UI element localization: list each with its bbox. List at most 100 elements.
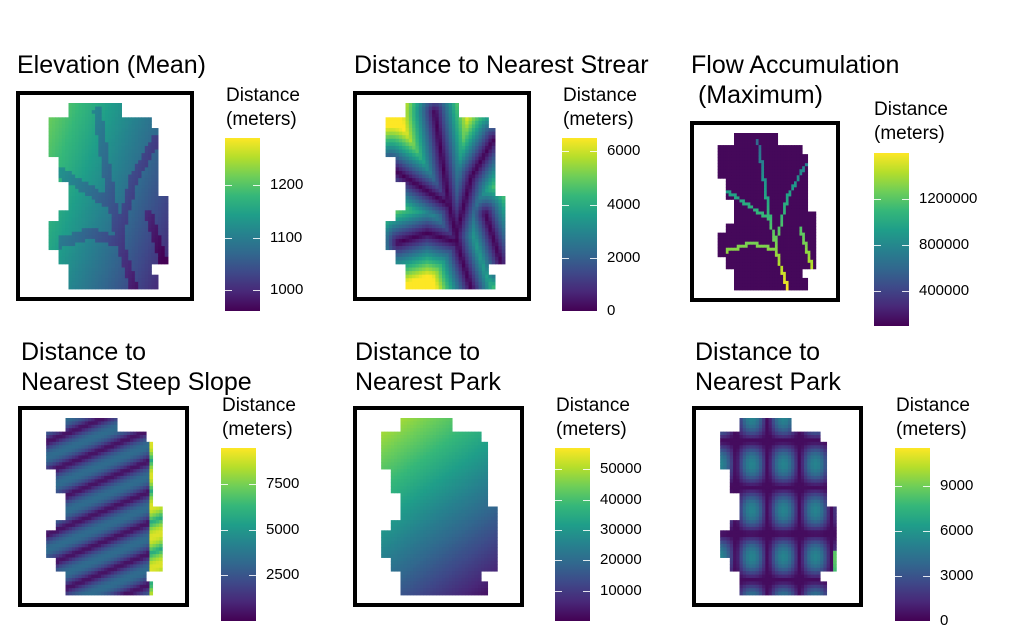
raster-cell	[455, 128, 459, 132]
raster-cell	[389, 232, 393, 236]
raster-cell	[729, 254, 732, 257]
raster-cell	[105, 271, 109, 275]
raster-cell	[742, 172, 745, 175]
raster-cell	[132, 171, 136, 175]
raster-cell	[805, 181, 808, 184]
raster-cell	[425, 200, 429, 204]
raster-cell	[62, 135, 66, 139]
raster-cell	[429, 221, 433, 225]
raster-cell	[88, 107, 92, 111]
raster-cell	[429, 203, 433, 207]
raster-cell	[449, 207, 453, 211]
raster-cell	[412, 142, 416, 146]
raster-cell	[748, 208, 751, 211]
raster-cell	[392, 246, 396, 250]
raster-cell	[151, 171, 155, 175]
raster-cell	[449, 203, 453, 207]
raster-cell	[399, 157, 403, 161]
raster-cell	[452, 278, 456, 282]
raster-cell	[128, 192, 132, 196]
raster-cell	[95, 167, 99, 171]
raster-cell	[78, 214, 82, 218]
raster-cell	[399, 228, 403, 232]
raster-cell	[85, 185, 89, 189]
raster-cell	[455, 217, 459, 221]
raster-cell	[122, 264, 126, 268]
raster-cell	[429, 117, 433, 121]
raster-cell	[422, 285, 426, 289]
raster-cell	[745, 133, 748, 136]
raster-cell	[791, 275, 794, 278]
raster-cell	[78, 232, 82, 236]
raster-cell	[488, 260, 492, 264]
raster-cell	[799, 157, 802, 160]
raster-cell	[115, 171, 119, 175]
raster-cell	[425, 253, 429, 257]
raster-cell	[439, 225, 443, 229]
raster-cell	[780, 199, 783, 202]
raster-cell	[49, 150, 53, 154]
raster-cell	[396, 171, 400, 175]
raster-cell	[69, 260, 73, 264]
raster-cell	[422, 128, 426, 132]
raster-cell	[472, 264, 476, 268]
raster-cell	[737, 205, 740, 208]
raster-cell	[498, 221, 502, 225]
raster-cell	[55, 225, 59, 229]
raster-cell	[469, 257, 473, 261]
raster-cell	[432, 200, 436, 204]
raster-cell	[479, 200, 483, 204]
raster-cell	[472, 200, 476, 204]
raster-cell	[767, 230, 770, 233]
raster-cell	[82, 103, 86, 107]
raster-cell	[59, 250, 63, 254]
raster-cell	[462, 210, 466, 214]
raster-cell	[459, 264, 463, 268]
raster-cell	[158, 250, 162, 254]
raster-cell	[161, 260, 165, 264]
raster-cell	[165, 260, 169, 264]
raster-cell	[138, 246, 142, 250]
raster-cell	[429, 246, 433, 250]
raster-cell	[399, 175, 403, 179]
raster-cell	[115, 185, 119, 189]
raster-cell	[399, 128, 403, 132]
raster-cell	[111, 438, 115, 442]
raster-cell	[750, 160, 753, 163]
raster-cell	[102, 135, 106, 139]
raster-cell	[415, 271, 419, 275]
raster-cell	[789, 151, 792, 154]
raster-cell	[775, 266, 778, 269]
raster-cell	[465, 271, 469, 275]
raster-cell	[445, 146, 449, 150]
raster-cell	[111, 442, 115, 446]
raster-cell	[761, 196, 764, 199]
raster-cell	[786, 260, 789, 263]
raster-cell	[802, 172, 805, 175]
raster-cell	[739, 160, 742, 163]
raster-cell	[745, 175, 748, 178]
raster-cell	[769, 166, 772, 169]
raster-cell	[409, 128, 413, 132]
raster-cell	[85, 232, 89, 236]
raster-cell	[132, 285, 136, 289]
raster-cell	[759, 248, 762, 251]
raster-cell	[748, 227, 751, 230]
raster-cell	[445, 260, 449, 264]
raster-cell	[449, 135, 453, 139]
raster-cell	[425, 210, 429, 214]
raster-cell	[445, 192, 449, 196]
raster-cell	[748, 142, 751, 145]
raster-cell	[92, 110, 96, 114]
raster-cell	[799, 190, 802, 193]
raster-cell	[69, 432, 73, 436]
raster-cell	[135, 178, 139, 182]
raster-cell	[731, 157, 734, 160]
raster-cell	[409, 160, 413, 164]
raster-cell	[161, 225, 165, 229]
raster-cell	[739, 266, 742, 269]
raster-cell	[155, 282, 159, 286]
raster-cell	[422, 253, 426, 257]
raster-cell	[415, 200, 419, 204]
raster-cell	[783, 208, 786, 211]
